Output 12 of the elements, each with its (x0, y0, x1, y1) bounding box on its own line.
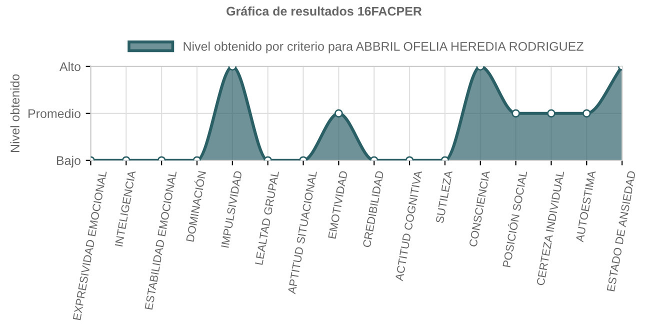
chart-title: Gráfica de resultados 16FACPER (226, 6, 422, 16)
x-tick-label: ESTADO DE ANSIEDAD (606, 170, 636, 292)
legend-label: Nivel obtenido por criterio para ABBRIL OFELIA HEREDIA RODRIGUEZ (184, 42, 584, 54)
x-tick-label: POSICIÓN SOCIAL (500, 170, 528, 268)
x-tick-label: CERTEZA INDIVIDUAL (536, 170, 564, 286)
text: Promedio (28, 108, 80, 118)
y-axis-title: Nivel obtenido (10, 74, 20, 152)
text: Bajo (57, 156, 80, 168)
text: Alto (59, 62, 80, 72)
x-tick-label: ACTITUD COGNITIVA (395, 170, 422, 282)
x-tick-label: LEALTAD GRUPAL (254, 170, 280, 265)
x-tick-label: SUTILEZA (436, 170, 453, 224)
